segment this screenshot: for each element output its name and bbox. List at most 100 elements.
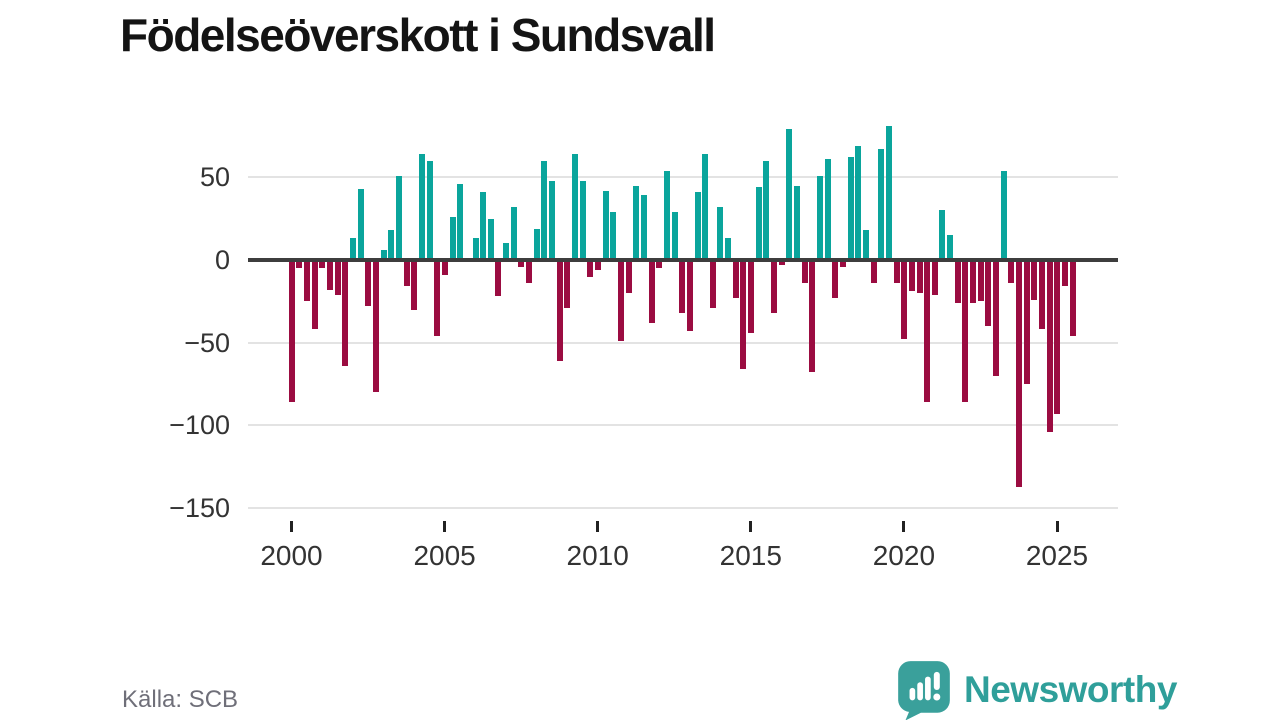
- source-label: Källa: SCB: [122, 686, 239, 713]
- y-tick-label: 0: [214, 245, 230, 275]
- bar: [526, 260, 533, 284]
- bar: [993, 260, 1000, 376]
- bar: [617, 260, 624, 342]
- bar: [717, 207, 724, 260]
- x-tick-label: 2015: [719, 540, 782, 571]
- bar: [487, 218, 494, 260]
- bar: [334, 260, 341, 295]
- y-tick-label: 50: [199, 162, 230, 193]
- bar: [1054, 260, 1061, 414]
- bar: [671, 212, 678, 260]
- bar: [694, 192, 701, 260]
- bar: [908, 260, 915, 292]
- bar: [755, 187, 762, 260]
- bar: [319, 260, 326, 269]
- bar: [304, 260, 311, 302]
- bar: [809, 260, 816, 373]
- newsworthy-logo-icon: [898, 661, 950, 720]
- y-tick-label: −100: [169, 410, 230, 441]
- bar: [480, 192, 487, 260]
- x-tick: [290, 521, 293, 532]
- bar: [931, 260, 938, 295]
- bar: [824, 159, 831, 260]
- chart-title: Födelseöverskott i Sundsvall: [120, 9, 716, 61]
- bar: [549, 180, 556, 260]
- bar: [1069, 260, 1076, 337]
- gridline: [248, 341, 1118, 344]
- bar: [296, 260, 303, 269]
- bar: [832, 260, 839, 299]
- bar: [556, 260, 563, 361]
- x-tick-label: 2020: [872, 540, 936, 571]
- bar: [495, 260, 502, 297]
- newsworthy-logo-text: Newsworthy: [964, 669, 1177, 710]
- bar: [1038, 260, 1045, 330]
- bar: [939, 210, 946, 260]
- bar: [288, 260, 295, 403]
- bar: [1046, 260, 1053, 433]
- bar: [380, 250, 387, 260]
- bar: [418, 154, 425, 260]
- bar: [564, 260, 571, 308]
- bar: [748, 260, 755, 333]
- bar: [870, 260, 877, 284]
- x-tick: [1055, 521, 1059, 532]
- x-tick-label: 2025: [1025, 540, 1089, 571]
- bar: [732, 260, 739, 299]
- newsworthy-logo: Newsworthy: [896, 660, 1177, 720]
- bar: [801, 260, 808, 284]
- bar: [572, 154, 579, 260]
- bar: [901, 260, 908, 340]
- x-tick-label: 2005: [413, 540, 476, 571]
- bar: [740, 260, 747, 370]
- bar: [686, 260, 693, 332]
- x-tick-label: 2010: [566, 540, 629, 571]
- bar: [518, 260, 525, 267]
- bar: [595, 260, 601, 270]
- bar: [985, 260, 992, 327]
- bar: [977, 260, 984, 302]
- bar: [449, 216, 456, 260]
- bar: [954, 260, 961, 303]
- bar: [648, 260, 655, 323]
- bar: [541, 160, 548, 260]
- bar: [457, 183, 464, 260]
- y-tick-label: −50: [184, 327, 230, 358]
- bar: [503, 243, 510, 260]
- bar: [388, 230, 395, 260]
- bar: [663, 170, 670, 260]
- bar: [342, 260, 349, 366]
- x-tick: [749, 521, 753, 532]
- gridline: [248, 424, 1118, 427]
- bar: [510, 207, 517, 260]
- bar: [794, 185, 801, 260]
- zero-axis-line: [248, 258, 1118, 262]
- bar: [533, 228, 540, 260]
- bar: [403, 260, 410, 287]
- bar: [763, 160, 770, 260]
- bar: [602, 190, 609, 260]
- bar: [679, 260, 686, 313]
- bar: [702, 154, 709, 260]
- bar: [656, 260, 663, 269]
- bar: [885, 126, 892, 260]
- bar: [1016, 260, 1023, 487]
- bar: [311, 260, 318, 330]
- bar: [411, 260, 418, 310]
- bar: [725, 238, 732, 260]
- bar: [771, 260, 778, 313]
- bar: [365, 260, 372, 307]
- bar: [350, 238, 357, 260]
- bar: [1023, 260, 1030, 385]
- bar: [441, 260, 448, 275]
- bar: [709, 260, 716, 308]
- bar: [878, 149, 885, 260]
- bar: [472, 238, 479, 260]
- bar: [778, 260, 785, 265]
- bar: [947, 235, 954, 260]
- bar: [357, 188, 364, 260]
- bar: [786, 129, 793, 260]
- bar: [327, 260, 334, 290]
- bar: [862, 230, 869, 260]
- bar: [970, 260, 977, 303]
